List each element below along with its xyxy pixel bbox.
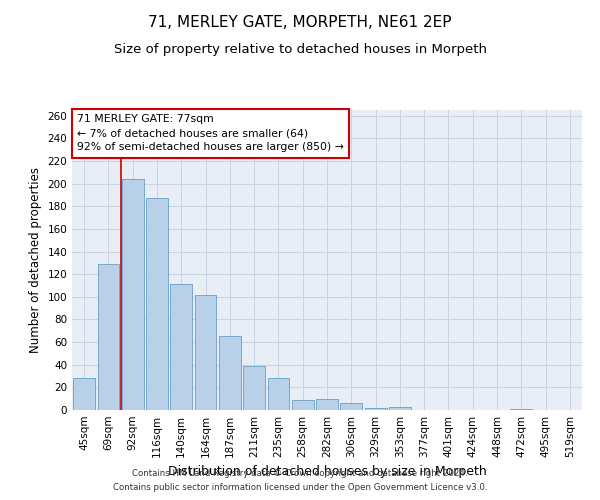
Bar [194,294,217,410]
Bar [389,406,411,410]
Text: 71, MERLEY GATE, MORPETH, NE61 2EP: 71, MERLEY GATE, MORPETH, NE61 2EP [148,15,452,30]
Text: Size of property relative to detached houses in Morpeth: Size of property relative to detached ho… [113,42,487,56]
Bar [73,378,95,410]
Bar [292,400,314,410]
Bar [97,264,119,410]
Bar [170,284,192,410]
Text: Contains HM Land Registry data © Crown copyright and database right 2024.: Contains HM Land Registry data © Crown c… [132,468,468,477]
Bar [146,198,168,410]
Bar [365,408,386,410]
Bar [316,398,338,410]
Text: Contains public sector information licensed under the Open Government Licence v3: Contains public sector information licen… [113,484,487,492]
Bar [122,179,143,410]
Y-axis label: Number of detached properties: Number of detached properties [29,167,42,353]
Bar [268,378,289,410]
Bar [511,409,532,410]
Text: 71 MERLEY GATE: 77sqm
← 7% of detached houses are smaller (64)
92% of semi-detac: 71 MERLEY GATE: 77sqm ← 7% of detached h… [77,114,344,152]
X-axis label: Distribution of detached houses by size in Morpeth: Distribution of detached houses by size … [167,466,487,478]
Bar [340,403,362,410]
Bar [243,366,265,410]
Bar [219,336,241,410]
